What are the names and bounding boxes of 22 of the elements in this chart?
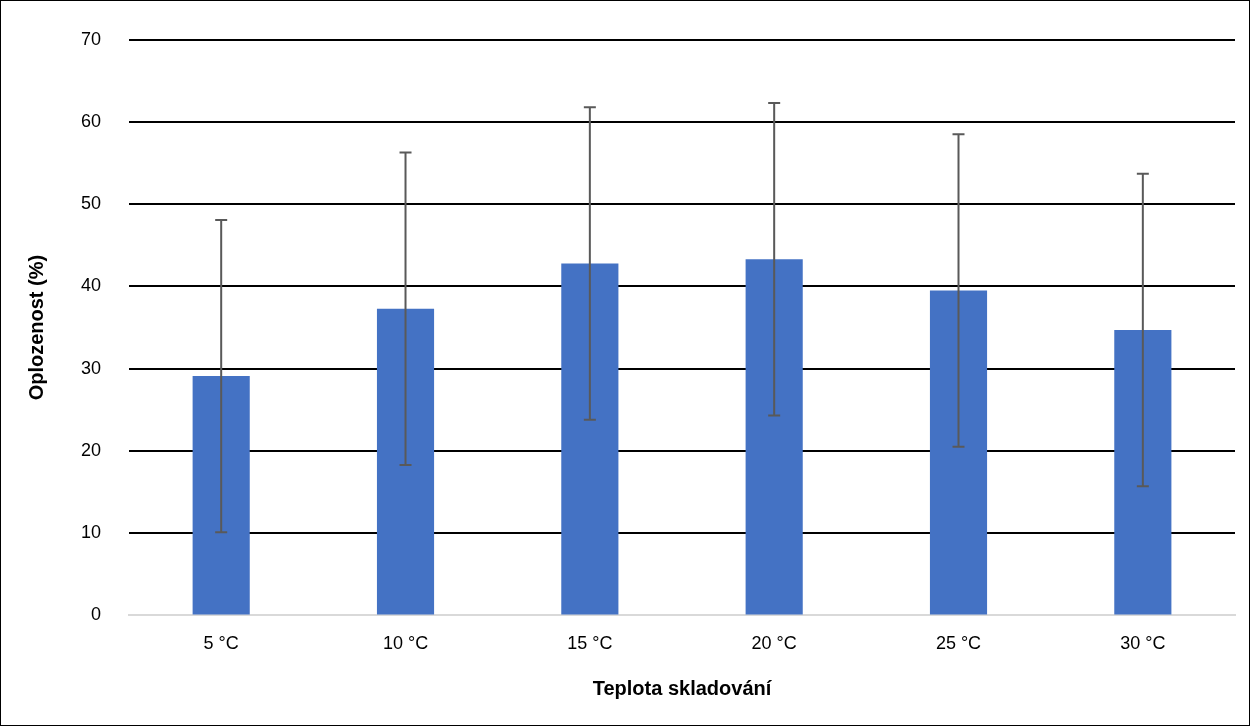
x-tick-label: 25 °C <box>935 633 982 654</box>
x-axis-title: Teplota skladování <box>592 676 773 699</box>
y-tick-label: 20 <box>80 439 102 460</box>
bar <box>1114 330 1172 615</box>
y-tick-label: 40 <box>80 275 102 296</box>
y-tick-label: 10 <box>80 522 102 543</box>
y-axis-title: Oplozenost (%) <box>24 254 47 401</box>
x-tick-label: 20 °C <box>751 633 797 654</box>
bar <box>745 259 803 615</box>
x-tick-label: 10 °C <box>382 633 429 654</box>
y-tick-label: 0 <box>91 604 102 625</box>
y-tick-label: 30 <box>80 357 102 378</box>
x-tick-label: 15 °C <box>567 633 613 654</box>
y-tick-label: 60 <box>80 111 102 131</box>
y-tick-label: 50 <box>80 193 102 214</box>
y-tick-label: 70 <box>80 28 102 49</box>
bar <box>929 290 988 615</box>
x-tick-label: 30 °C <box>1120 633 1166 654</box>
bar <box>376 308 435 615</box>
x-tick-label: 5 °C <box>203 633 239 654</box>
bar <box>561 263 619 615</box>
bar <box>192 376 250 615</box>
